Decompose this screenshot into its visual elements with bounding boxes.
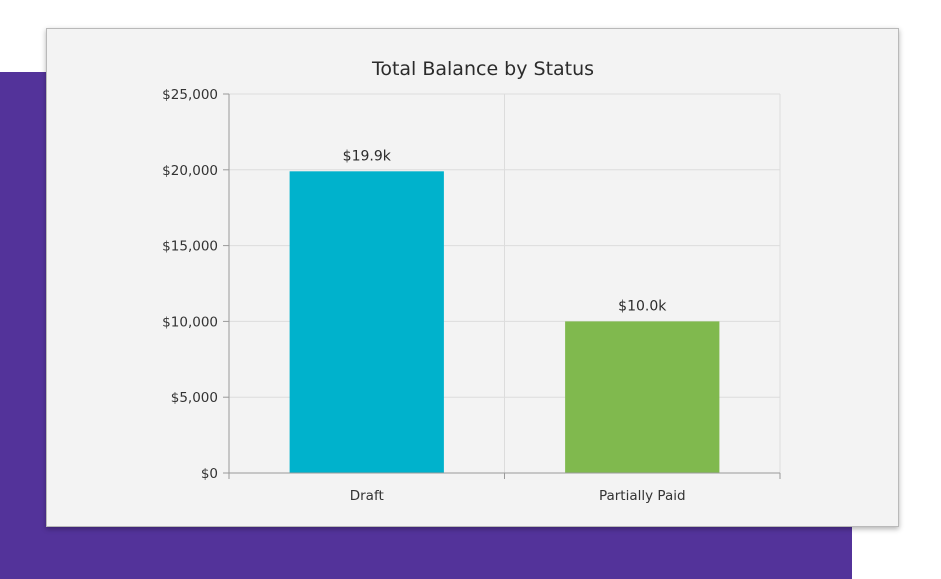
axis-layer bbox=[223, 93, 781, 479]
y-tick-label: $25,000 bbox=[162, 87, 218, 103]
x-tick-label: Draft bbox=[350, 488, 384, 504]
bar-draft[interactable] bbox=[289, 171, 444, 474]
bar-value-label: $19.9k bbox=[343, 148, 392, 164]
y-tick-label: $0 bbox=[201, 466, 218, 482]
y-tick-label: $10,000 bbox=[162, 314, 218, 330]
y-tick-label: $15,000 bbox=[162, 239, 218, 255]
balance-bar-chart: Total Balance by Status $0$5,000$10,000$… bbox=[162, 58, 781, 504]
y-tick-label: $20,000 bbox=[162, 163, 218, 179]
chart-title: Total Balance by Status bbox=[371, 58, 594, 80]
label-layer: $0 $5,000 $10,000 $15,000 $20,000 $25,000 $19.… bbox=[162, 87, 685, 504]
bar-value-label: $10.0k bbox=[618, 298, 667, 314]
bar-layer bbox=[289, 171, 720, 474]
bar-partially-paid[interactable] bbox=[565, 321, 720, 473]
y-tick-label: $5,000 bbox=[171, 390, 218, 406]
chart-card: Total Balance by Status $0 $5,000 $10,000 $… bbox=[46, 28, 899, 527]
x-tick-label: Partially Paid bbox=[599, 488, 686, 504]
